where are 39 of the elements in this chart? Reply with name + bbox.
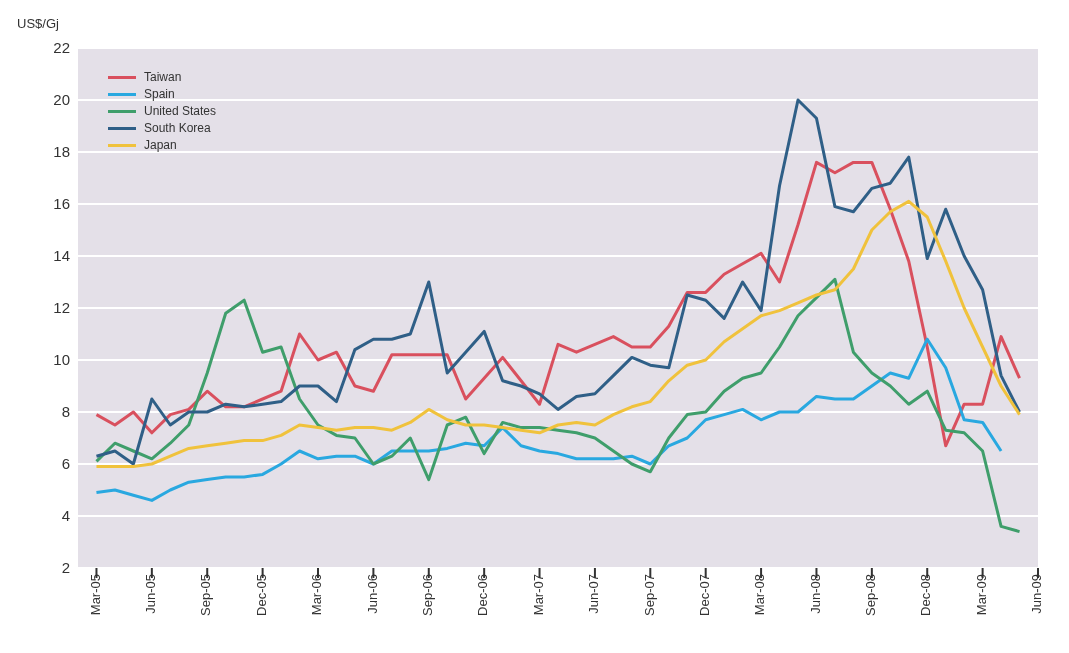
- y-tick-label: 2: [61, 559, 70, 577]
- x-tick-label: Jun-09: [1029, 574, 1045, 614]
- y-tick-label: 8: [61, 403, 70, 421]
- x-tick-label: Jun-08: [807, 574, 823, 614]
- x-tick-label: Dec-07: [696, 574, 712, 616]
- line-series: [94, 199, 1022, 469]
- x-tick-label: Mar-08: [752, 574, 768, 616]
- x-tick-label: Jun-06: [364, 574, 380, 614]
- y-tick-label: 22: [53, 39, 70, 57]
- y-tick-label: 20: [53, 91, 70, 109]
- legend-label: Spain: [144, 87, 175, 101]
- y-tick-label: 10: [53, 351, 70, 369]
- x-tick-label: Mar-05: [87, 574, 103, 616]
- x-tick-label: Jun-05: [143, 574, 159, 614]
- x-tick-label: Dec-05: [253, 574, 269, 616]
- y-tick-label: 16: [53, 195, 70, 213]
- x-tick-label: Sep-06: [420, 574, 435, 616]
- x-tick-label: Sep-05: [198, 574, 214, 616]
- legend-label: South Korea: [144, 121, 211, 135]
- y-tick-label: 18: [53, 143, 70, 161]
- x-tick-label: Mar-06: [309, 574, 325, 616]
- x-tick-label: Mar-09: [973, 574, 989, 616]
- y-tick-label: 6: [61, 455, 70, 473]
- y-tick-label: 4: [61, 507, 70, 525]
- y-axis-title: US$/Gj: [17, 16, 60, 31]
- x-tick-label: Sep-08: [863, 574, 879, 616]
- line-series: [94, 337, 1003, 502]
- x-tick-label: Dec-08: [918, 574, 934, 616]
- line-series: [94, 277, 1022, 534]
- x-tick-label: Sep-07: [641, 574, 657, 616]
- line-series: [94, 160, 1022, 448]
- x-tick-label: Mar-07: [530, 574, 546, 616]
- x-tick-label: Jun-07: [586, 574, 602, 614]
- legend-label: Taiwan: [144, 70, 182, 84]
- y-tick-label: 14: [53, 247, 70, 265]
- y-tick-label: 12: [53, 299, 70, 317]
- legend-label: United States: [144, 104, 217, 118]
- x-tick-label: Dec-06: [475, 574, 491, 616]
- legend-label: Japan: [144, 138, 177, 152]
